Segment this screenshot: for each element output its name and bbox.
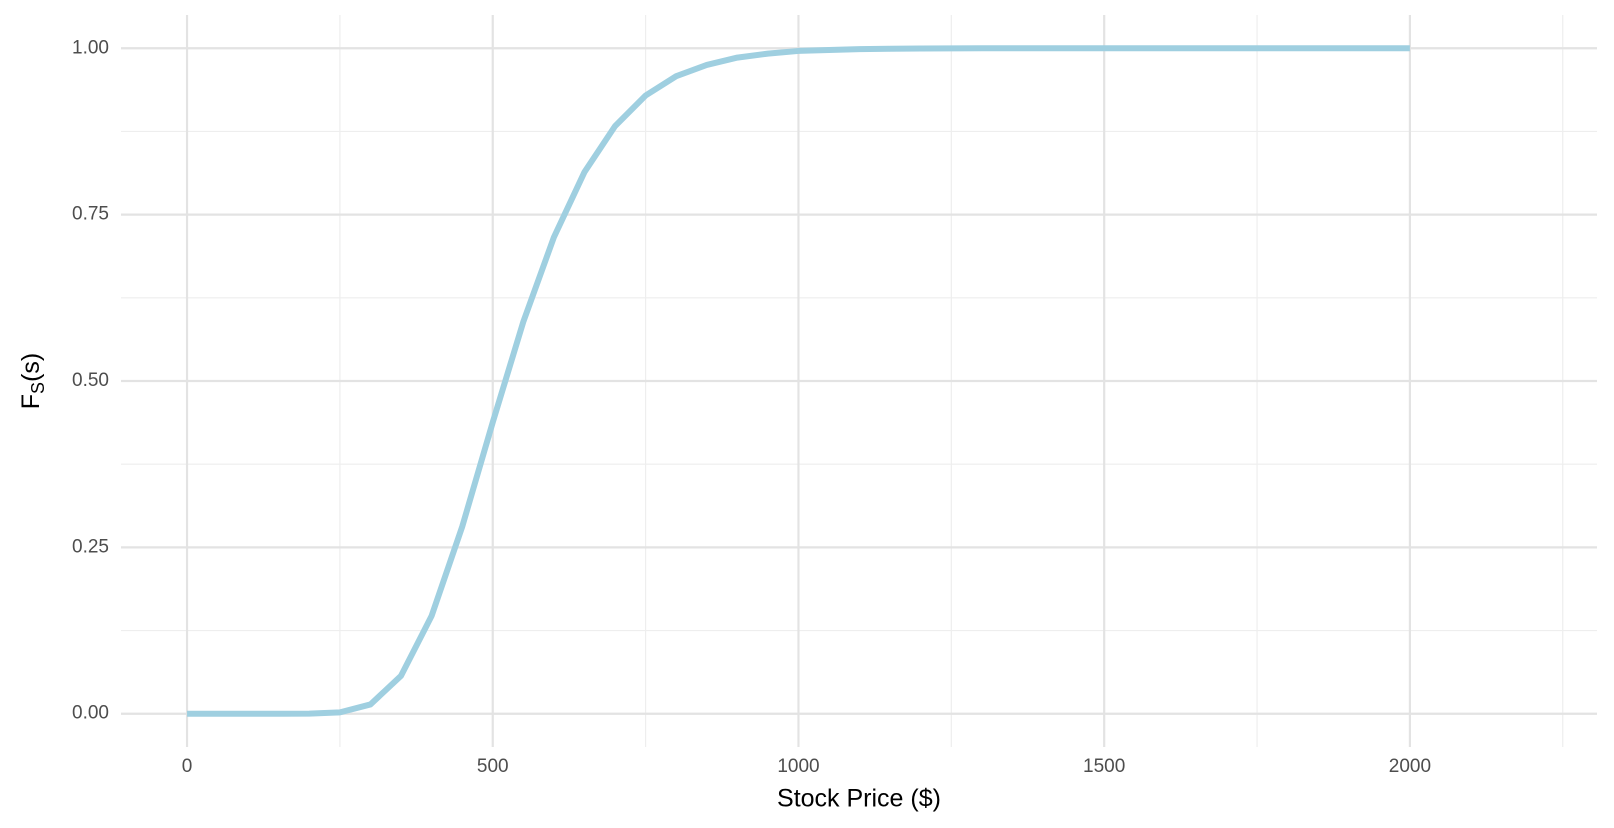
y-title-main: F <box>17 394 45 409</box>
x-tick-label: 2000 <box>1389 756 1431 777</box>
x-tick-label: 1500 <box>1083 756 1125 777</box>
x-axis-title: Stock Price ($) <box>777 785 941 813</box>
x-tick-label: 1000 <box>777 756 819 777</box>
y-tick-label: 0.50 <box>72 370 109 391</box>
x-tick-label: 0 <box>182 756 193 777</box>
y-title-end: (s) <box>17 353 45 382</box>
cdf-line <box>187 45 1410 717</box>
y-tick-label: 1.00 <box>72 37 109 58</box>
y-tick-label: 0.75 <box>72 204 109 225</box>
y-axis-title: FS(s) <box>17 353 48 409</box>
y-tick-label: 0.00 <box>72 703 109 724</box>
y-tick-label: 0.25 <box>72 536 109 557</box>
x-tick-label: 500 <box>477 756 509 777</box>
y-title-sub: S <box>28 382 48 394</box>
